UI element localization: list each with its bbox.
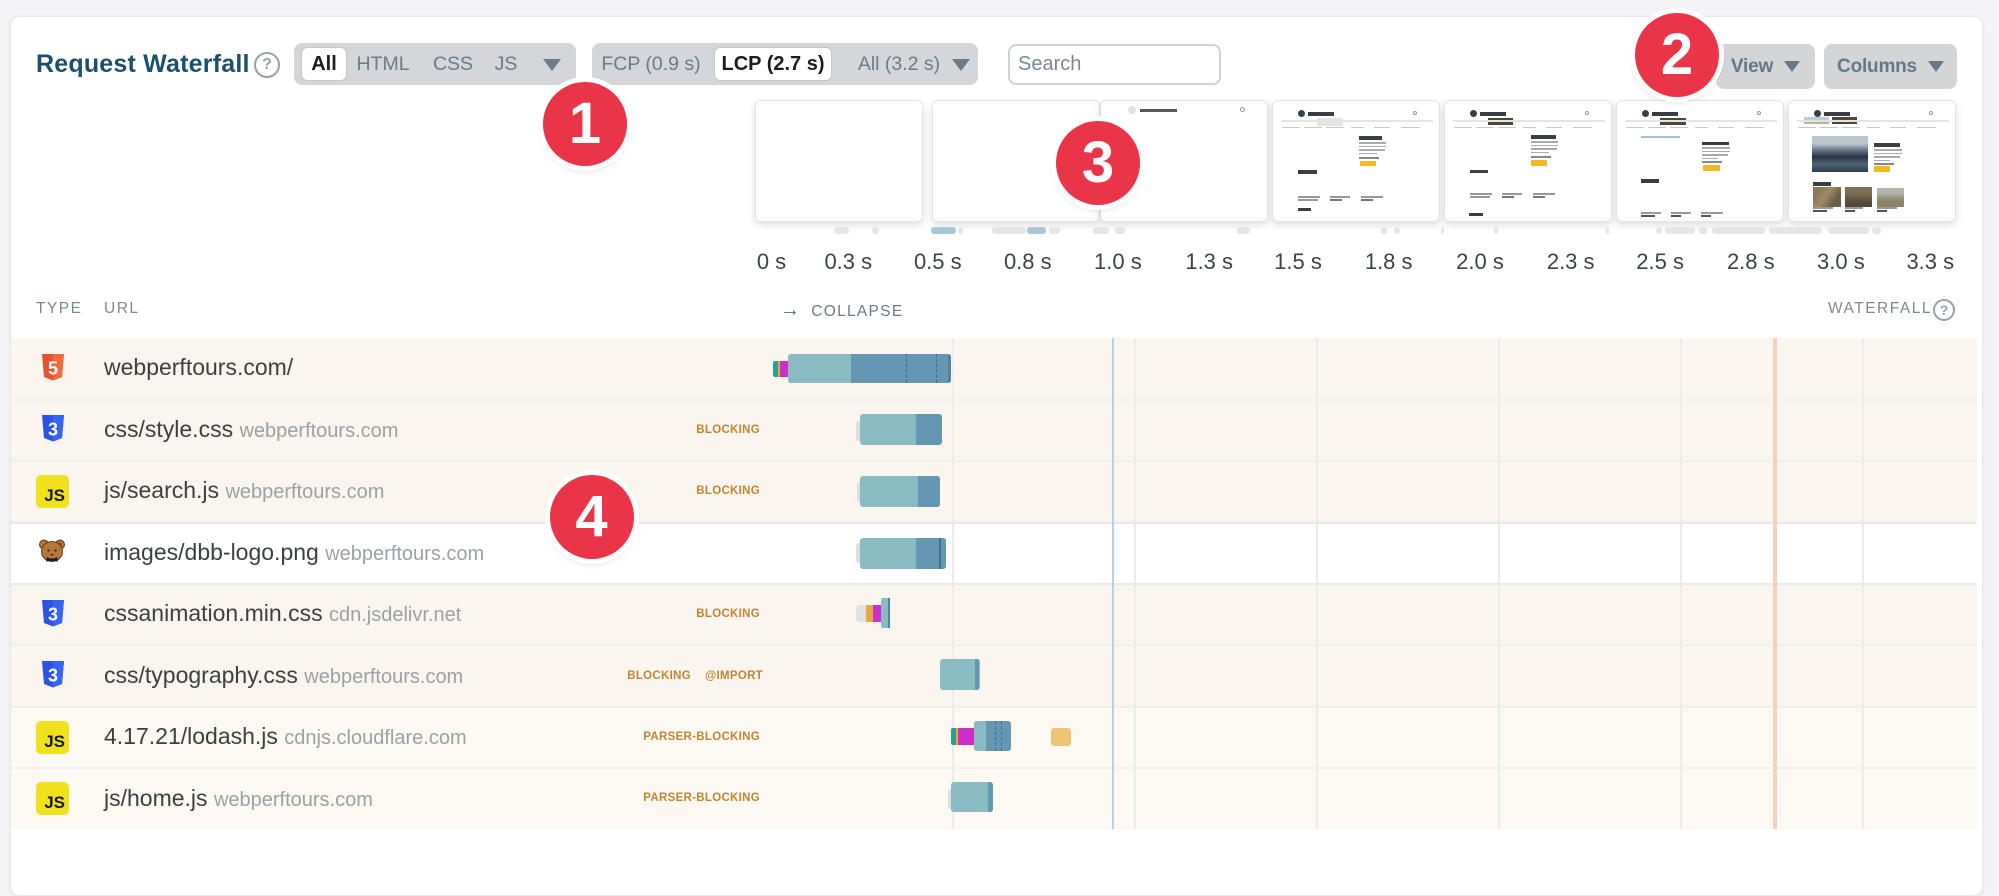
svg-text:5: 5 bbox=[48, 359, 58, 379]
svg-text:3: 3 bbox=[48, 605, 58, 625]
svg-text:3: 3 bbox=[48, 420, 58, 440]
svg-text:3: 3 bbox=[48, 666, 58, 686]
